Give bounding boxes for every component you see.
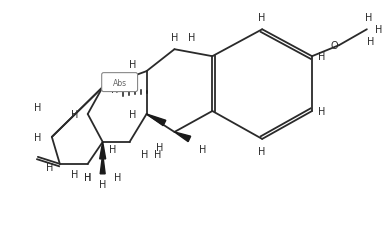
Text: H: H [84, 172, 91, 182]
Text: H: H [111, 85, 118, 95]
Text: H: H [109, 75, 117, 85]
Polygon shape [175, 132, 191, 142]
Text: H: H [154, 149, 161, 159]
Polygon shape [147, 114, 166, 126]
Text: H: H [109, 144, 117, 154]
Text: H: H [318, 106, 326, 117]
Text: H: H [34, 132, 42, 142]
Text: Abs: Abs [113, 78, 127, 87]
Polygon shape [100, 142, 106, 159]
Text: H: H [188, 33, 195, 43]
Text: H: H [259, 13, 266, 23]
FancyBboxPatch shape [102, 73, 138, 92]
Text: H: H [84, 172, 91, 182]
Text: H: H [318, 52, 326, 62]
Text: H: H [156, 142, 163, 152]
Text: H: H [171, 33, 178, 43]
Text: H: H [199, 144, 206, 154]
Text: H: H [129, 109, 136, 120]
Text: H: H [34, 103, 42, 112]
Text: H: H [46, 162, 53, 172]
Text: H: H [367, 37, 374, 47]
Text: H: H [259, 146, 266, 156]
Text: H: H [129, 60, 136, 70]
Text: H: H [71, 109, 78, 120]
Text: H: H [114, 172, 121, 182]
Polygon shape [100, 154, 105, 174]
Text: H: H [99, 179, 106, 189]
Text: H: H [375, 25, 382, 35]
Text: H: H [141, 149, 148, 159]
Text: O: O [330, 41, 338, 51]
Text: H: H [365, 13, 372, 23]
Text: H: H [71, 169, 78, 179]
